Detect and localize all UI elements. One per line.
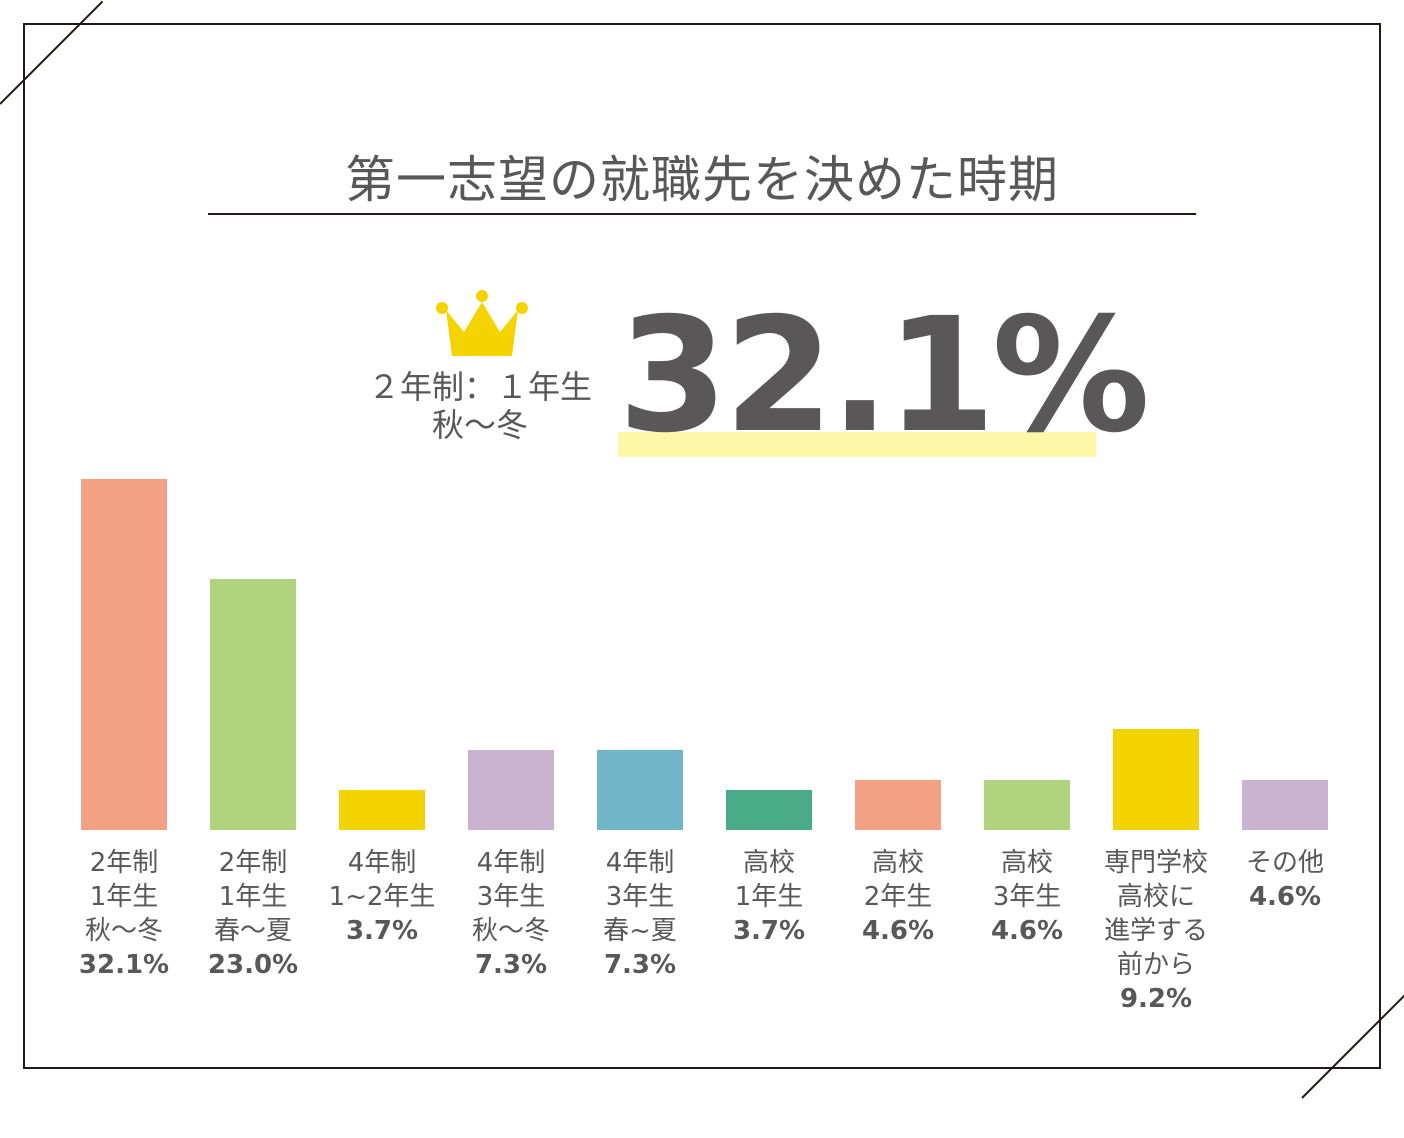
value-label: 3.7%: [732, 916, 806, 946]
category-label: その他: [1245, 848, 1324, 878]
category-label: 1年生: [89, 882, 159, 912]
value-label: 7.3%: [474, 950, 548, 980]
category-label: 高校: [871, 848, 924, 878]
bar: [855, 779, 941, 830]
category-label: 秋〜冬: [471, 916, 550, 946]
category-label: 3年生: [476, 882, 546, 912]
category-label: 春~夏: [603, 916, 677, 946]
value-label: 23.0%: [207, 950, 299, 980]
value-label: 7.3%: [603, 950, 677, 980]
category-label: 1年生: [734, 882, 804, 912]
category-label: 2年生: [863, 882, 933, 912]
value-label: 32.1%: [78, 950, 170, 980]
bar: [1113, 729, 1199, 830]
value-label: 9.2%: [1119, 984, 1193, 1014]
category-label: 4年制: [476, 848, 546, 878]
category-label: 1~2年生: [328, 882, 436, 912]
category-label: 進学する: [1103, 916, 1208, 946]
category-label: 4年制: [605, 848, 675, 878]
category-label: 2年制: [89, 848, 159, 878]
bar: [210, 578, 296, 830]
category-label: 1年生: [218, 882, 288, 912]
bar-label: 2年制 1年生秋〜冬 32.1%: [54, 846, 194, 982]
bar-label: 4年制 1~2年生 3.7%: [312, 846, 452, 948]
highlight-label-line: 秋〜冬: [431, 406, 528, 444]
category-label: 高校: [1000, 848, 1053, 878]
bar-label: 高校 1年生 3.7%: [699, 846, 839, 948]
category-label: 専門学校: [1103, 848, 1208, 878]
highlight-label-line: ２年制：１年生: [367, 368, 592, 406]
category-label: 秋〜冬: [84, 916, 163, 946]
chart-frame: [23, 23, 1381, 1069]
category-label: 3年生: [992, 882, 1062, 912]
highlight-label: ２年制：１年生 秋〜冬: [340, 368, 620, 444]
bar: [468, 750, 554, 830]
bar: [726, 789, 812, 830]
value-label: 4.6%: [1248, 882, 1322, 912]
title-underline: [208, 213, 1196, 215]
highlight-marker: [618, 432, 1096, 457]
bar-label: 4年制 3年生秋〜冬 7.3%: [441, 846, 581, 982]
category-label: 前から: [1116, 950, 1195, 980]
category-label: 3年生: [605, 882, 675, 912]
category-label: 2年制: [218, 848, 288, 878]
bar-label: 高校 2年生 4.6%: [828, 846, 968, 948]
highlight-value: 32.1%: [618, 284, 1150, 468]
value-label: 3.7%: [345, 916, 419, 946]
bar: [81, 479, 167, 830]
bar-label: 高校 3年生 4.6%: [957, 846, 1097, 948]
bar: [984, 779, 1070, 830]
crown-icon: [436, 290, 528, 356]
bar-label: 2年制 1年生春〜夏 23.0%: [183, 846, 323, 982]
bar: [339, 789, 425, 830]
bar-label: 専門学校高校に進学する前から 9.2%: [1086, 846, 1226, 1016]
bar-label: 4年制 3年生春~夏 7.3%: [570, 846, 710, 982]
category-label: 高校: [742, 848, 795, 878]
bar-label: その他 4.6%: [1215, 846, 1355, 914]
bar: [1242, 779, 1328, 830]
category-label: 春〜夏: [213, 916, 292, 946]
category-label: 高校に: [1116, 882, 1195, 912]
value-label: 4.6%: [861, 916, 935, 946]
chart-title: 第一志望の就職先を決めた時期: [345, 151, 1059, 209]
value-label: 4.6%: [990, 916, 1064, 946]
bar: [597, 750, 683, 830]
category-label: 4年制: [347, 848, 417, 878]
